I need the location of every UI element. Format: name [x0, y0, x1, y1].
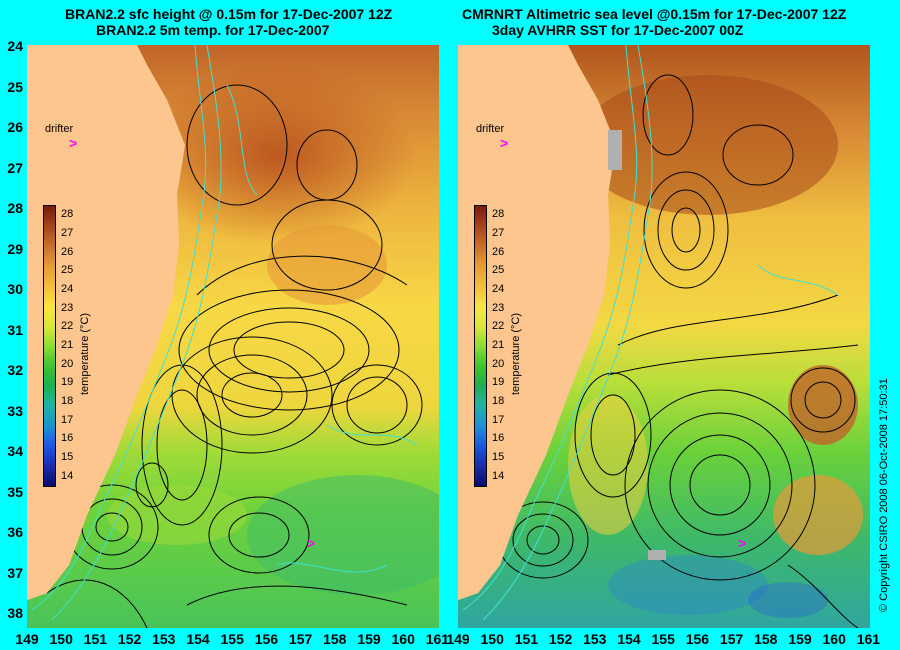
longitude-label: 159 — [788, 631, 812, 647]
longitude-label: 150 — [480, 631, 504, 647]
latitude-label: 33 — [7, 402, 23, 419]
colorbar-tick-label: 22 — [492, 320, 505, 333]
latitude-label: 29 — [7, 240, 23, 257]
colorbar-tick-label: 27 — [492, 227, 505, 239]
latitude-label: 38 — [7, 605, 23, 621]
colorbar-tick-label: 19 — [61, 376, 74, 389]
colorbar-tick-label: 28 — [492, 208, 505, 221]
colorbar-tick-label: 26 — [492, 245, 505, 258]
colorbar-tick-label: 25 — [61, 264, 74, 277]
colorbar-tick-label: 23 — [492, 301, 505, 314]
longitude-label: 154 — [617, 631, 641, 647]
right-isobaths — [462, 45, 839, 621]
colorbar-tick-label: 21 — [492, 339, 505, 351]
right-drifter-track: > — [738, 535, 747, 551]
right-title-line1: CMRNRT Altimetric sea level @0.15m for 1… — [462, 6, 847, 22]
colorbar-tick-label: 15 — [492, 451, 505, 463]
colorbar-tick-label: 20 — [492, 357, 505, 370]
longitude-label: 160 — [391, 631, 415, 647]
longitude-label: 152 — [548, 631, 573, 647]
right-land — [458, 45, 616, 600]
longitude-label: 160 — [822, 631, 846, 647]
left-land — [27, 45, 185, 600]
colorbar-tick-label: 22 — [61, 320, 74, 333]
latitude-label: 30 — [7, 281, 23, 297]
longitude-label: 151 — [83, 631, 108, 647]
colorbar-tick-label: 20 — [61, 357, 74, 370]
left-map-panel[interactable]: drifter > > 28 27 26 25 24 23 22 21 20 19 18 17 16 15… — [27, 45, 439, 628]
latitude-label: 24 — [7, 38, 23, 54]
left-drifter-track: > — [307, 535, 316, 551]
longitude-label: 150 — [49, 631, 73, 647]
longitude-label: 158 — [323, 631, 347, 647]
right-colorbar-label: temperature (°C) — [510, 312, 522, 395]
latitude-label: 36 — [7, 524, 23, 540]
longitude-label: 161 — [425, 631, 450, 647]
left-isobaths — [31, 45, 418, 621]
longitude-label: 155 — [651, 631, 675, 647]
right-cloud-mask-2 — [648, 550, 666, 560]
left-colorbar — [43, 205, 56, 487]
colorbar-tick-label: 15 — [61, 451, 74, 463]
longitude-label: 153 — [583, 631, 607, 647]
right-map-graphic — [458, 45, 870, 628]
latitude-label: 35 — [7, 483, 23, 500]
right-drifter-marker: > — [500, 135, 509, 151]
colorbar-tick-label: 16 — [61, 432, 74, 445]
latitude-label: 26 — [7, 119, 23, 135]
left-title-line2: BRAN2.2 5m temp. for 17-Dec-2007 — [96, 22, 330, 38]
colorbar-tick-label: 18 — [492, 395, 505, 407]
longitude-label: 159 — [357, 631, 381, 647]
right-map-panel[interactable]: drifter > > 28 27 26 25 24 23 22 21 20 19 18 17 16 15… — [458, 45, 870, 628]
longitude-label: 151 — [514, 631, 539, 647]
longitude-label: 156 — [685, 631, 710, 647]
left-colorbar-label: temperature (°C) — [79, 312, 91, 395]
colorbar-tick-label: 18 — [61, 395, 74, 407]
right-drifter-label: drifter — [476, 123, 505, 135]
colorbar-tick-label: 21 — [61, 339, 74, 351]
left-drifter-label: drifter — [45, 123, 74, 135]
right-colorbar — [474, 205, 487, 487]
colorbar-tick-label: 26 — [61, 245, 74, 258]
left-title-line1: BRAN2.2 sfc height @ 0.15m for 17-Dec-20… — [65, 6, 393, 22]
longitude-label: 158 — [754, 631, 778, 647]
latitude-label: 28 — [7, 200, 23, 216]
colorbar-tick-label: 23 — [61, 301, 74, 314]
colorbar-tick-label: 25 — [492, 264, 505, 277]
longitude-label: 157 — [719, 631, 744, 647]
colorbar-tick-label: 24 — [61, 283, 74, 295]
longitude-label: 149 — [15, 631, 39, 647]
longitude-label: 154 — [186, 631, 210, 647]
copyright-notice: © Copyright CSIRO 2008 06-Oct-2008 17:50… — [878, 378, 890, 612]
longitude-label: 152 — [117, 631, 142, 647]
colorbar-tick-label: 14 — [61, 469, 74, 482]
longitude-label: 156 — [254, 631, 279, 647]
right-title-line2: 3day AVHRR SST for 17-Dec-2007 00Z — [492, 22, 744, 38]
longitude-label: 153 — [152, 631, 176, 647]
right-cloud-mask — [608, 130, 622, 170]
latitude-label: 37 — [7, 564, 23, 581]
latitude-label: 32 — [7, 362, 23, 378]
longitude-label: 149 — [446, 631, 470, 647]
left-contours — [46, 84, 423, 628]
colorbar-tick-label: 16 — [492, 432, 505, 445]
colorbar-tick-label: 27 — [61, 227, 74, 239]
left-drifter-marker: > — [69, 135, 78, 151]
latitude-label: 27 — [7, 159, 23, 176]
longitude-label: 161 — [856, 631, 881, 647]
colorbar-tick-label: 19 — [492, 376, 505, 389]
colorbar-tick-label: 14 — [492, 469, 505, 482]
latitude-label: 34 — [7, 443, 23, 459]
longitude-label: 157 — [288, 631, 313, 647]
colorbar-tick-label: 17 — [61, 413, 74, 426]
colorbar-tick-label: 17 — [492, 413, 505, 426]
left-map-graphic — [27, 45, 439, 628]
longitude-label: 155 — [220, 631, 244, 647]
latitude-label: 25 — [7, 78, 23, 95]
colorbar-tick-label: 24 — [492, 283, 505, 295]
latitude-label: 31 — [7, 321, 23, 338]
colorbar-tick-label: 28 — [61, 208, 74, 221]
